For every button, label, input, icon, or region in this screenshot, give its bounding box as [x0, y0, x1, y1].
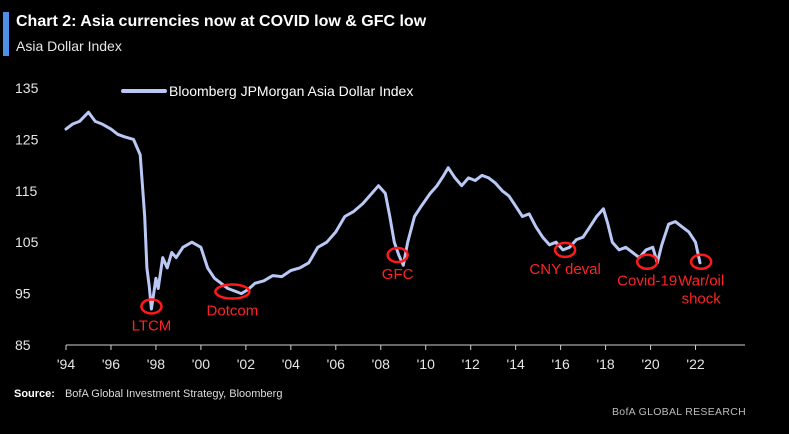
x-tick-label: '06: [327, 356, 345, 372]
x-tick-label: '98: [147, 356, 165, 372]
chart-title: Chart 2: Asia currencies now at COVID lo…: [16, 13, 427, 30]
x-tick-label: '12: [462, 356, 480, 372]
source-text: BofA Global Investment Strategy, Bloombe…: [64, 388, 283, 400]
annotation-circle: [635, 253, 659, 270]
annotation-label: Covid-19: [617, 273, 677, 290]
legend-label: Bloomberg JPMorgan Asia Dollar Index: [169, 83, 413, 99]
source-note: Source: BofA Global Investment Strategy, …: [14, 388, 282, 400]
annotation-label: CNY deval: [529, 261, 600, 278]
x-tick-label: '02: [237, 356, 255, 372]
y-tick-label: 85: [15, 337, 31, 353]
series-line: [64, 110, 702, 311]
source-label: Source:: [14, 388, 55, 400]
x-axis-ticks: '94 '96 '98 '00 '02 '04 '06 '08 '10 '12 '14 '16 '18 '…: [57, 345, 705, 372]
y-axis-ticks: 85 95 105 115 125 135: [15, 80, 39, 353]
annotation-circle: [214, 283, 251, 300]
annotation-label: War/oil: [678, 273, 724, 290]
x-tick-label: '00: [192, 356, 210, 372]
y-tick-label: 125: [15, 131, 39, 147]
annotation-circle: [386, 246, 409, 264]
title-accent-bar: [3, 12, 9, 56]
annotation-circle: [140, 298, 163, 315]
chart-subtitle: Asia Dollar Index: [16, 38, 122, 54]
x-tick-label: '04: [282, 356, 300, 372]
x-tick-label: '22: [686, 356, 704, 372]
x-tick-label: '96: [102, 356, 120, 372]
y-tick-label: 135: [15, 80, 39, 96]
series-layer: [64, 110, 702, 311]
annotation-label: shock: [682, 291, 722, 308]
x-tick-label: '14: [507, 356, 525, 372]
annotation-layer: LTCM Dotcom GFC CNY deval Covid-19 War/oilsho…: [132, 241, 724, 334]
x-tick-label: '94: [57, 356, 75, 372]
chart-legend: Bloomberg JPMorgan Asia Dollar Index: [121, 83, 413, 99]
y-tick-label: 105: [15, 234, 39, 250]
branding-text: BofA GLOBAL RESEARCH: [612, 406, 746, 418]
annotation-label: GFC: [382, 266, 414, 283]
x-tick-label: '16: [552, 356, 570, 372]
x-tick-label: '08: [372, 356, 390, 372]
y-tick-label: 95: [15, 286, 31, 302]
annotation-circle: [689, 253, 713, 270]
y-tick-label: 115: [15, 183, 38, 199]
x-tick-label: '18: [596, 356, 614, 372]
annotation-label: LTCM: [132, 317, 172, 334]
x-tick-label: '10: [417, 356, 435, 372]
annotation-label: Dotcom: [207, 303, 259, 320]
x-tick-label: '20: [641, 356, 659, 372]
annotation-circle: [553, 241, 577, 259]
